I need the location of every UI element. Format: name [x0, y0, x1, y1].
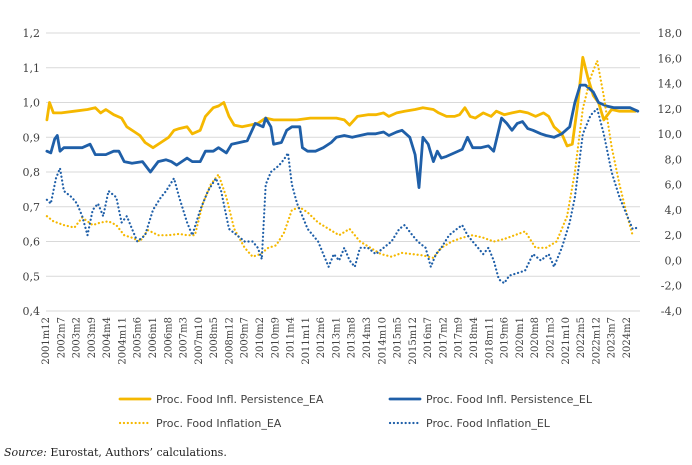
y-right-tick-label: 18,0: [658, 27, 683, 40]
x-tick-label: 2003m9: [87, 317, 98, 358]
x-tick-label: 2013m1: [331, 317, 342, 358]
x-tick-label: 2011m11: [301, 317, 312, 365]
legend: Proc. Food Infl. Persistence_EA Proc. Foo…: [118, 393, 593, 430]
x-tick-label: 2015m5: [393, 317, 404, 358]
legend-label: Proc. Food Inflation_EL: [426, 417, 551, 430]
x-tick-label: 2021m3: [545, 317, 556, 358]
y-left-tick-label: 0,8: [23, 166, 41, 179]
y-right-tick-label: 10,0: [658, 128, 683, 141]
axes: 0,4 0,5 0,6 0,7 0,8 0,9 1,0 1,1 1,2 -4,0 -2,0 0,0 2,…: [23, 27, 683, 365]
x-tick-label: 2018m11: [484, 317, 495, 365]
series-lines: [45, 55, 640, 285]
y-left-tick-label: 0,7: [23, 201, 41, 214]
x-tick-label: 2019m6: [500, 317, 511, 358]
series-line-4: [45, 107, 639, 285]
x-tick-label: 2008m5: [209, 317, 220, 358]
x-tick-label: 2003m2: [72, 317, 83, 358]
y-right-tick-label: -4,0: [661, 305, 682, 318]
x-tick-label: 2017m2: [438, 317, 449, 358]
gridlines: [46, 32, 640, 312]
x-tick-label: 2010m9: [270, 317, 281, 358]
y-left-tick-label: 0,6: [23, 236, 41, 249]
x-tick-label: 2022m5: [576, 317, 587, 358]
y-right-tick-label: 0,0: [665, 254, 683, 267]
y-right-tick-label: 6,0: [665, 179, 683, 192]
y-left-tick-label: 0,9: [23, 131, 41, 144]
y-right-tick-label: 4,0: [665, 204, 683, 217]
series-line-1: [45, 55, 637, 150]
x-tick-label: 2023m7: [607, 317, 618, 358]
x-tick-label: 2016m7: [423, 317, 434, 358]
source-prefix: Source:: [4, 446, 47, 459]
x-tick-label: 2010m2: [255, 317, 266, 358]
x-tick-label: 2014m10: [377, 317, 388, 365]
x-tick-label: 2015m12: [408, 317, 419, 365]
y-right-tick-label: 16,0: [658, 52, 683, 65]
x-tick-label: 2013m8: [347, 317, 358, 358]
y-right-tick-label: -2,0: [661, 280, 682, 293]
y-left-tick-label: 1,2: [23, 27, 41, 40]
x-tick-label: 2020m1: [515, 317, 526, 358]
x-tick-label: 2022m12: [591, 317, 602, 365]
series-line-2: [45, 83, 640, 189]
y-right-tick-label: 14,0: [658, 78, 683, 91]
source-text: Eurostat, Authors’ calculations.: [46, 446, 227, 459]
x-tick-label: 2018m4: [469, 317, 480, 358]
series-line-3: [45, 59, 634, 259]
y-right-tick-label: 12,0: [658, 103, 683, 116]
y-left-tick-label: 1,1: [23, 62, 41, 75]
x-tick-label: 2007m3: [179, 317, 190, 358]
x-tick-label: 2006m8: [163, 317, 174, 358]
x-tick-label: 2009m7: [240, 317, 251, 358]
y-left-tick-label: 1,0: [23, 97, 41, 110]
x-tick-label: 2005m6: [133, 317, 144, 358]
x-tick-label: 2017m9: [454, 317, 465, 358]
y-right-tick-label: 8,0: [665, 153, 683, 166]
x-tick-label: 2012m6: [316, 317, 327, 358]
x-tick-label: 2011m4: [286, 317, 297, 358]
source-note: Source: Eurostat, Authors’ calculations.: [4, 446, 227, 459]
x-tick-label: 2001m12: [41, 317, 52, 365]
y-left-tick-label: 0,5: [23, 270, 41, 283]
x-tick-label: 2024m2: [622, 317, 633, 358]
y-left-tick-label: 0,4: [23, 305, 41, 318]
x-tick-label: 2002m7: [56, 317, 67, 358]
x-tick-label: 2007m10: [194, 317, 205, 365]
x-tick-label: 2008m12: [224, 317, 235, 365]
legend-label: Proc. Food Inflation_EA: [156, 417, 282, 430]
y-right-tick-label: 2,0: [665, 229, 683, 242]
x-tick-label: 2004m11: [117, 317, 128, 365]
legend-label: Proc. Food Infl. Persistence_EL: [426, 393, 593, 406]
legend-label: Proc. Food Infl. Persistence_EA: [156, 393, 324, 406]
x-tick-label: 2014m3: [362, 317, 373, 358]
x-tick-label: 2021m10: [561, 317, 572, 365]
x-tick-label: 2004m4: [102, 317, 113, 358]
x-tick-label: 2020m8: [530, 317, 541, 358]
x-tick-label: 2006m1: [148, 317, 159, 358]
